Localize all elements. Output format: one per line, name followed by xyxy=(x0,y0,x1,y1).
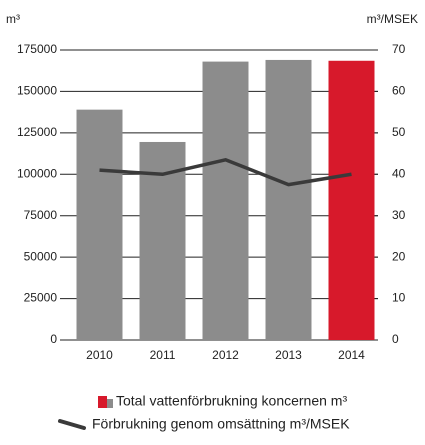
legend-label: Förbrukning genom omsättning m³/MSEK xyxy=(92,416,350,432)
x-tick-label: 2013 xyxy=(275,348,302,362)
line xyxy=(99,158,352,187)
y-tick-label: 100000 xyxy=(17,166,57,180)
y-axis-label: m³ xyxy=(6,12,20,26)
y2-tick-label: 20 xyxy=(392,249,406,263)
y2-tick-label: 0 xyxy=(392,332,399,346)
y2-axis-label: m³/MSEK xyxy=(367,12,418,26)
y-tick-label: 0 xyxy=(50,332,57,346)
y2-tick-label: 30 xyxy=(392,208,406,222)
y-tick-label: 25000 xyxy=(24,291,58,305)
y-tick-label: 50000 xyxy=(24,249,58,263)
legend-swatch xyxy=(58,419,86,430)
y2-tick-label: 60 xyxy=(392,84,406,98)
x-tick-label: 2014 xyxy=(338,348,365,362)
y-tick-label: 175000 xyxy=(17,42,57,56)
legend-swatch xyxy=(107,399,113,408)
bar xyxy=(328,60,375,341)
y2-tick-label: 40 xyxy=(392,166,406,180)
y-tick-label: 125000 xyxy=(17,125,57,139)
bar xyxy=(202,61,249,340)
x-tick-label: 2010 xyxy=(86,348,113,362)
bar xyxy=(76,109,123,341)
y2-tick-label: 50 xyxy=(392,125,406,139)
legend-swatch xyxy=(98,396,107,408)
y2-tick-label: 70 xyxy=(392,42,406,56)
y-tick-label: 150000 xyxy=(17,84,57,98)
x-tick-label: 2011 xyxy=(150,348,176,362)
bar xyxy=(265,59,312,340)
y2-tick-label: 10 xyxy=(392,291,406,305)
x-tick-label: 2012 xyxy=(212,348,239,362)
legend-label: Total vattenförbrukning koncernen m³ xyxy=(116,393,347,409)
y-tick-label: 75000 xyxy=(24,208,58,222)
